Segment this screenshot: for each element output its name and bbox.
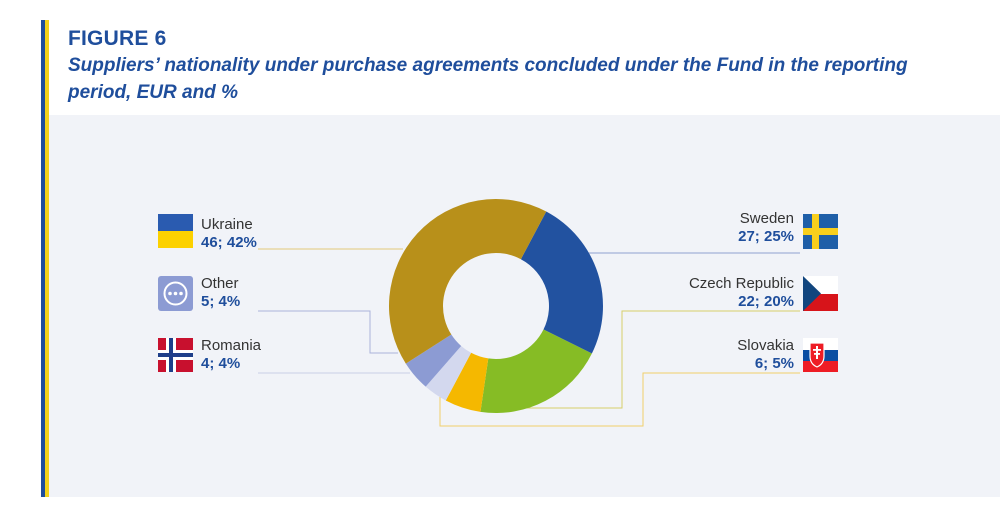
accent-stripe-yellow — [45, 20, 49, 497]
leader-line-other — [258, 310, 398, 354]
czech-republic-flag-icon — [803, 276, 838, 311]
legend-value-ukraine: 46; 42% — [201, 234, 257, 251]
ukraine-flag-icon — [158, 214, 193, 248]
legend-value-romania: 4; 4% — [201, 355, 240, 372]
legend-label-sweden: Sweden — [740, 210, 794, 227]
norway-flag-icon — [158, 338, 193, 372]
slice-romania — [425, 345, 472, 401]
leader-line-czech-republic — [500, 310, 800, 409]
legend-item-sweden: Sweden 27; 25% — [738, 210, 838, 249]
legend-label-other: Other — [201, 275, 239, 292]
slice-czech-republic — [480, 329, 592, 413]
legend-value-sweden: 27; 25% — [738, 228, 794, 245]
slice-ukraine — [389, 199, 547, 364]
accent-stripe-blue — [41, 20, 45, 497]
legend-value-other: 5; 4% — [201, 293, 240, 310]
legend-value-slovakia: 6; 5% — [755, 355, 794, 372]
slovakia-flag-icon — [803, 338, 838, 372]
other-dots-icon — [158, 276, 193, 311]
legend-item-slovakia: Slovakia 6; 5% — [737, 337, 838, 372]
leader-lines — [258, 248, 800, 427]
sweden-flag-icon — [803, 214, 838, 249]
legend-item-ukraine: Ukraine 46; 42% — [158, 214, 257, 251]
figure-label: FIGURE 6 — [68, 27, 167, 50]
slice-sweden — [520, 211, 603, 354]
leader-line-slovakia — [439, 372, 800, 427]
legend-label-ukraine: Ukraine — [201, 216, 253, 233]
legend-label-czech-republic: Czech Republic — [689, 275, 795, 292]
donut-slices — [389, 199, 603, 413]
legend-item-other: Other 5; 4% — [158, 275, 240, 311]
legend-item-romania: Romania 4; 4% — [158, 337, 262, 372]
figure-title: Suppliers’ nationality under purchase ag… — [68, 55, 908, 103]
chart-panel — [49, 115, 1000, 497]
slice-slovakia — [445, 352, 489, 412]
legend-item-czech-republic: Czech Republic 22; 20% — [689, 275, 838, 311]
legend-value-czech-republic: 22; 20% — [738, 293, 794, 310]
legend-label-slovakia: Slovakia — [737, 337, 794, 354]
legend-label-romania: Romania — [201, 337, 262, 354]
slice-other — [405, 334, 462, 387]
